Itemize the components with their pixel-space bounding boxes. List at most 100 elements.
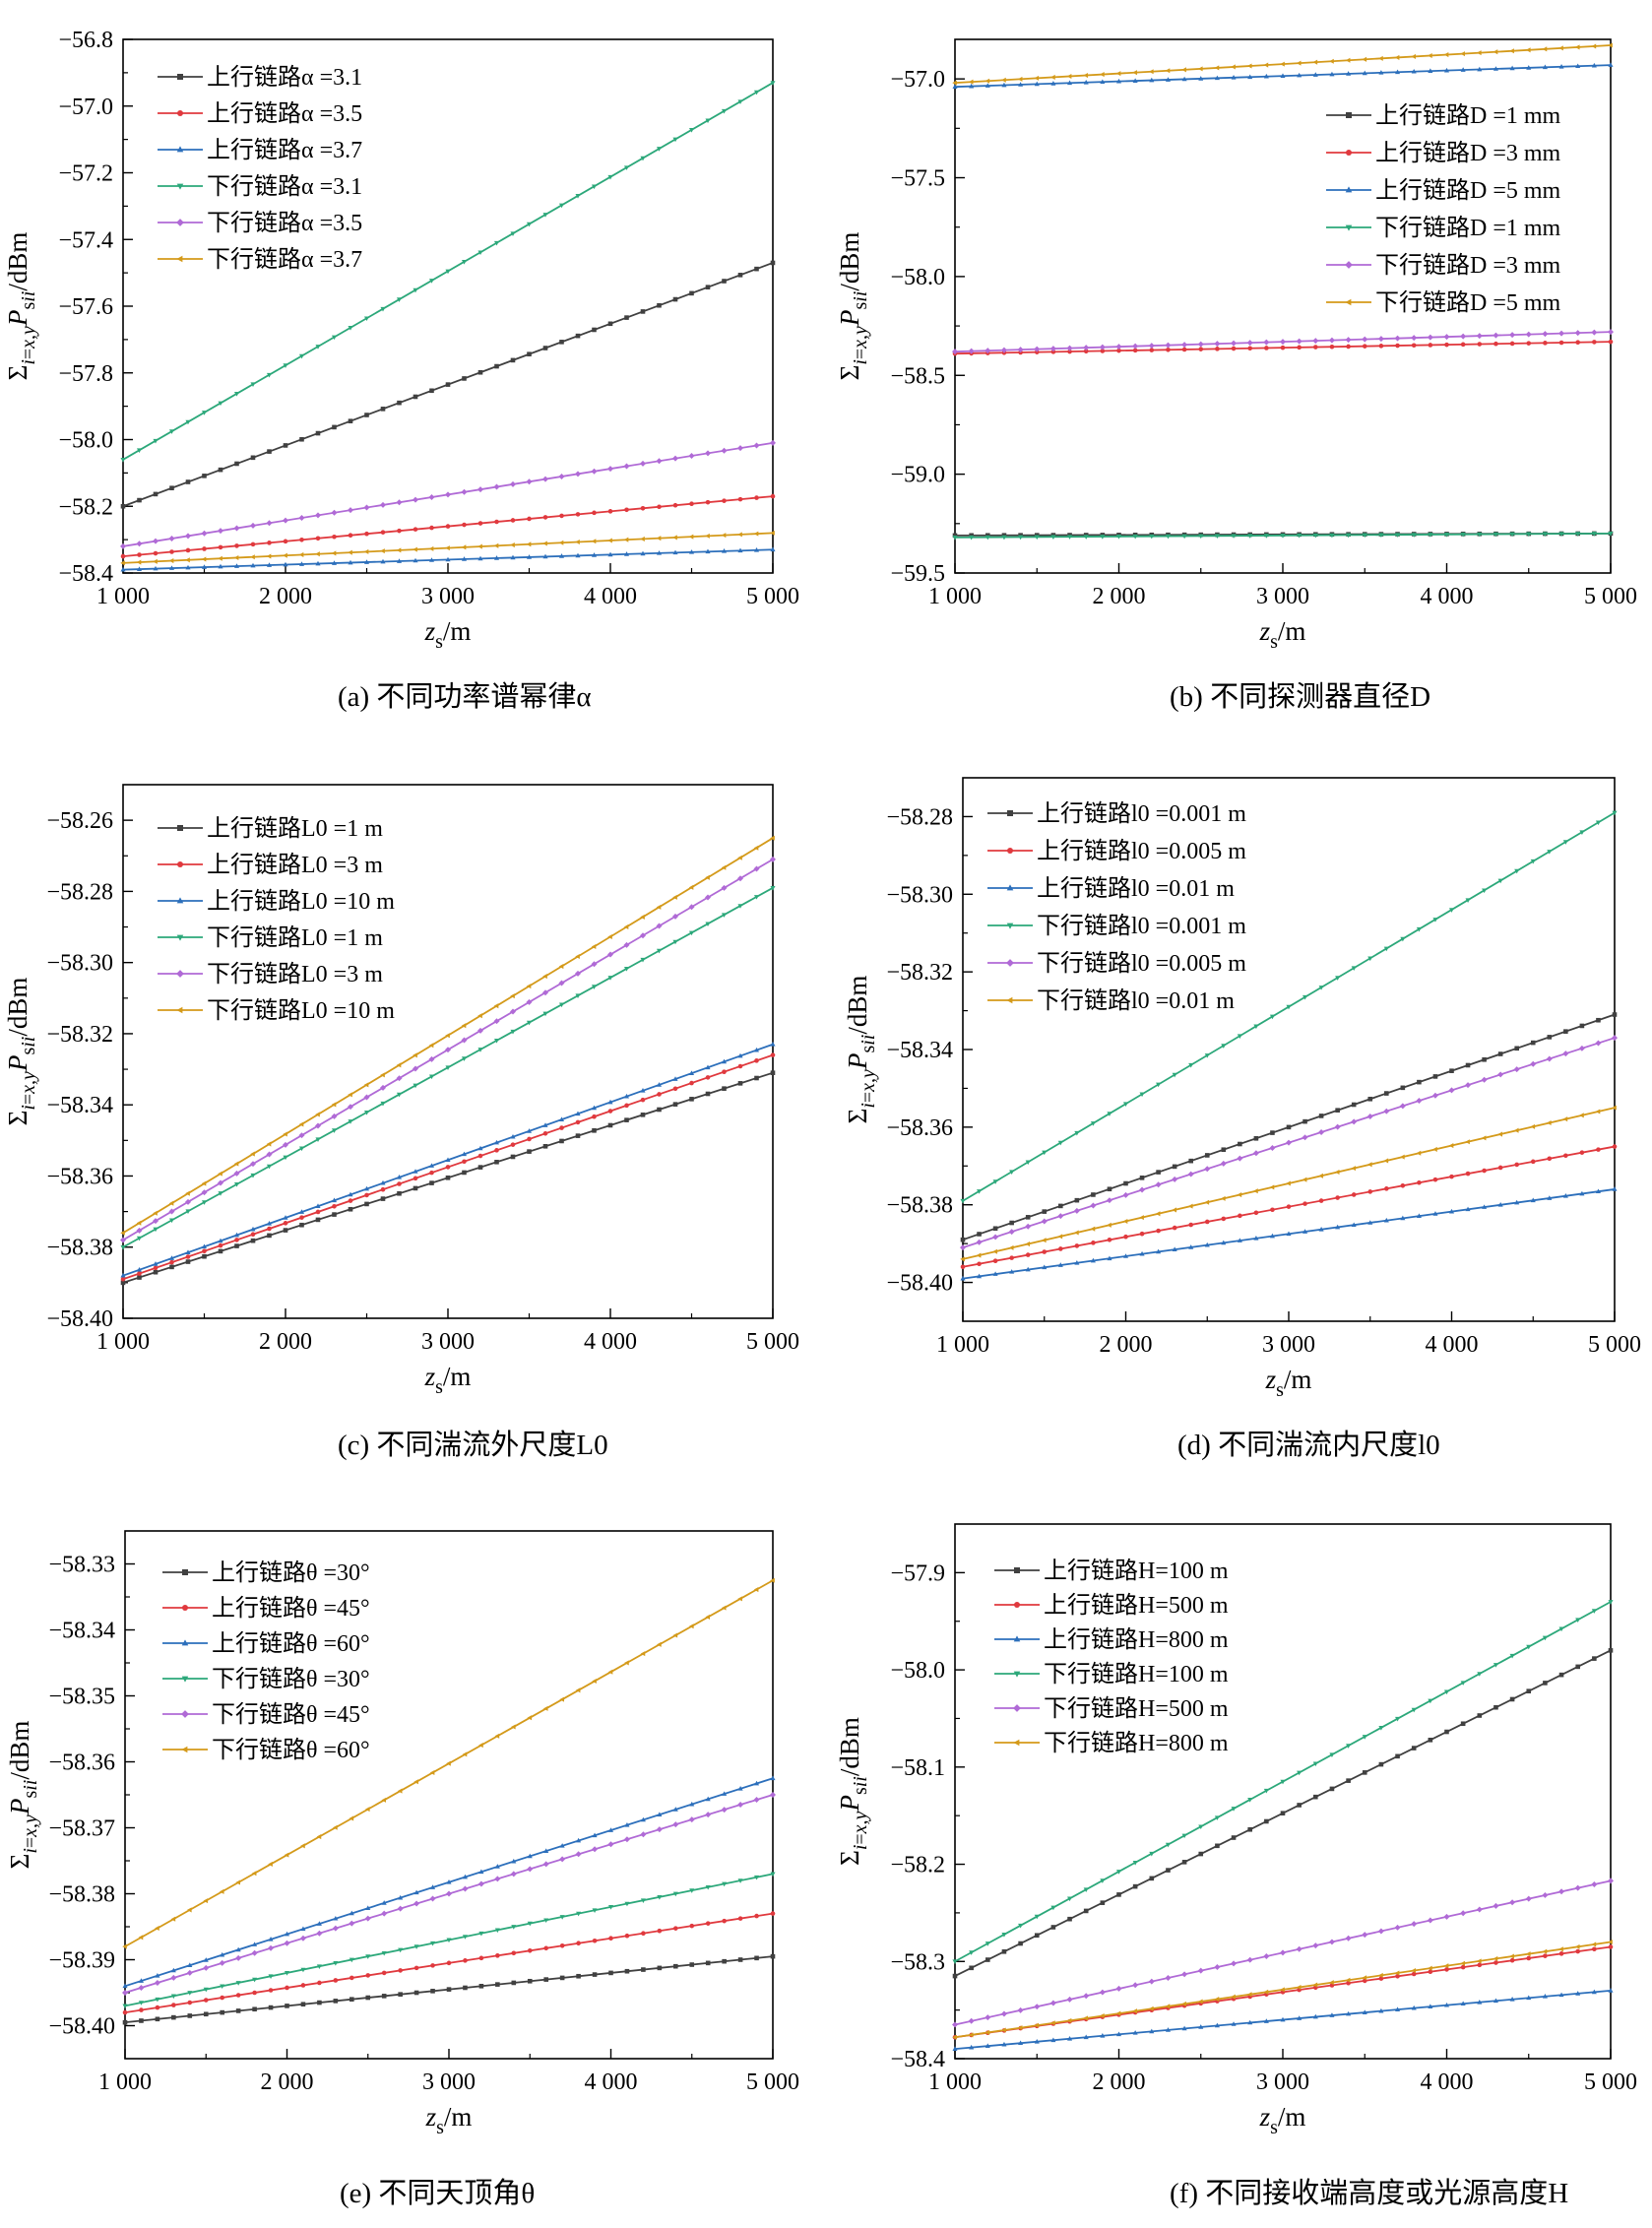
data-point — [430, 1963, 435, 1968]
data-point — [657, 1895, 663, 1900]
data-point — [1377, 1928, 1384, 1935]
data-point — [1579, 1023, 1585, 1029]
x-tick-label: 4 000 — [585, 2069, 638, 2095]
data-point — [737, 1052, 743, 1058]
data-point — [1132, 348, 1138, 353]
data-point — [397, 1905, 404, 1912]
data-point — [1156, 1248, 1162, 1254]
panel-caption: (b) 不同探测器直径D — [1170, 680, 1430, 713]
data-point — [477, 543, 482, 549]
y-axis-label: Σi=x,yPsii/dBm — [3, 232, 39, 381]
data-point — [283, 539, 288, 544]
data-point — [1367, 1220, 1373, 1225]
data-point — [1345, 57, 1351, 63]
legend-swatch-marker — [1345, 261, 1353, 269]
data-point — [494, 1733, 500, 1739]
y-tick-label: −58.3 — [890, 1949, 945, 1975]
data-point — [300, 1983, 306, 1988]
data-point — [1025, 1266, 1031, 1272]
data-point — [122, 2009, 128, 2015]
data-point — [1067, 1916, 1072, 1922]
data-point — [1465, 1139, 1470, 1145]
legend-swatch-marker — [1006, 959, 1014, 967]
data-point — [396, 547, 402, 553]
data-point — [461, 544, 467, 550]
data-point — [737, 1957, 743, 1962]
data-point — [477, 555, 483, 561]
data-point — [624, 1103, 629, 1109]
data-point — [1264, 346, 1269, 350]
data-point — [446, 1938, 452, 1943]
data-point — [155, 2005, 160, 2010]
data-point — [445, 545, 450, 551]
data-point — [462, 1935, 468, 1940]
data-point — [153, 558, 158, 564]
data-point — [1025, 1252, 1031, 1257]
data-point — [219, 1888, 224, 1894]
data-point — [592, 1972, 598, 1977]
series-3 — [122, 1775, 776, 1989]
data-point — [185, 479, 191, 484]
data-point — [1543, 1953, 1548, 1958]
data-point — [1465, 898, 1471, 903]
data-point — [1395, 1974, 1400, 1979]
data-point — [1198, 347, 1204, 351]
data-point — [233, 1232, 240, 1238]
data-point — [510, 518, 516, 523]
data-point — [510, 542, 515, 548]
data-point — [1017, 2025, 1023, 2031]
data-point — [1329, 344, 1335, 350]
legend-swatch-marker — [181, 1710, 189, 1718]
data-point — [1083, 73, 1089, 79]
data-point — [1034, 1914, 1040, 1920]
y-tick-label: −57.8 — [58, 361, 113, 387]
data-point — [1399, 1103, 1406, 1110]
data-point — [1286, 1124, 1292, 1130]
data-point — [672, 1807, 678, 1812]
data-point — [1335, 1108, 1340, 1114]
data-point — [1449, 1068, 1454, 1073]
y-tick-label: −59.5 — [890, 561, 945, 587]
data-point — [169, 485, 174, 491]
data-point — [1318, 1173, 1323, 1178]
data-point — [575, 953, 580, 960]
data-point — [1578, 1045, 1585, 1051]
data-point — [267, 541, 272, 545]
data-point — [1156, 1228, 1161, 1234]
data-point — [1123, 1180, 1128, 1186]
y-tick-label: −58.4 — [58, 561, 113, 587]
data-point — [493, 555, 500, 560]
data-point — [445, 1033, 450, 1039]
data-point — [1427, 1917, 1433, 1924]
y-tick-label: −58.36 — [48, 1751, 115, 1776]
data-point — [1198, 76, 1204, 81]
series-5 — [122, 1792, 776, 1996]
data-point — [737, 904, 743, 909]
data-point — [283, 443, 288, 448]
data-point — [1099, 344, 1106, 350]
data-point — [1318, 1226, 1324, 1232]
x-tick-label: 1 000 — [936, 1332, 989, 1358]
data-point — [1514, 1046, 1519, 1051]
data-point — [120, 1276, 126, 1282]
data-point — [1579, 1190, 1585, 1196]
data-point — [363, 548, 369, 554]
x-axis-label: zs/m — [1265, 1365, 1312, 1401]
data-point — [527, 1136, 532, 1142]
data-point — [1231, 75, 1237, 80]
data-point — [185, 557, 190, 563]
data-point — [1107, 1222, 1112, 1228]
data-point — [1482, 1056, 1487, 1062]
data-point — [1591, 532, 1597, 537]
data-point — [575, 333, 581, 339]
data-point — [220, 1984, 225, 1990]
data-point — [1074, 1243, 1080, 1248]
data-point — [1334, 1123, 1341, 1130]
data-point — [220, 1995, 224, 2001]
data-point — [153, 1265, 159, 1271]
data-point — [1074, 1197, 1080, 1203]
data-point — [202, 1248, 207, 1254]
legend-swatch-marker — [176, 183, 184, 190]
data-point — [640, 460, 646, 467]
data-point — [316, 1834, 322, 1840]
